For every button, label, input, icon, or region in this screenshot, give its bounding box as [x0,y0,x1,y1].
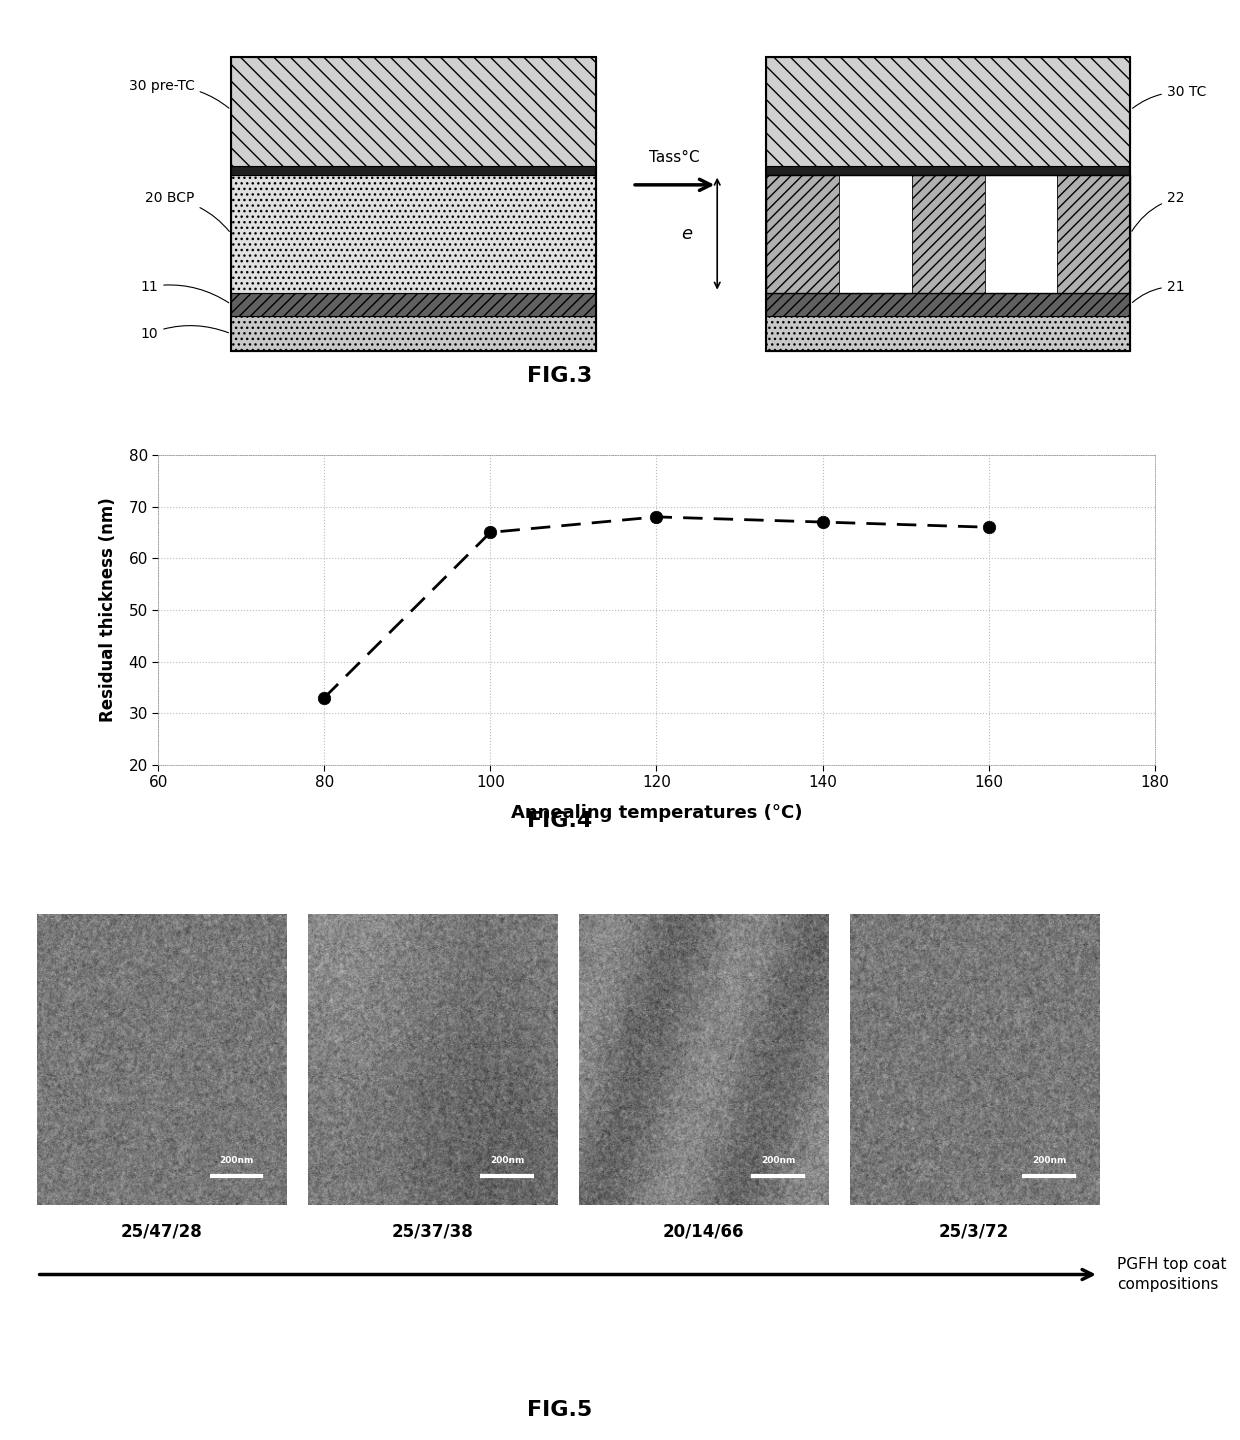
Text: 20/14/66: 20/14/66 [662,1223,744,1240]
Bar [766,292,1131,317]
Bar [766,58,1131,351]
Bar [231,58,595,351]
Bar [766,166,1131,174]
Text: 11: 11 [140,279,229,302]
Bar [231,292,595,317]
Text: Tass°C: Tass°C [650,151,701,166]
Text: FIG.4: FIG.4 [527,811,591,831]
Text: 25/37/38: 25/37/38 [392,1223,474,1240]
Bar [838,174,911,292]
Bar [1058,174,1131,292]
Text: 25/47/28: 25/47/28 [120,1223,202,1240]
Text: 30 TC: 30 TC [1132,85,1207,108]
Bar [231,166,595,174]
Text: 30 pre-TC: 30 pre-TC [129,79,229,108]
Text: FIG.5: FIG.5 [527,1400,591,1420]
Bar [911,174,985,292]
Text: FIG.3: FIG.3 [527,366,591,386]
Bar [231,174,595,292]
Bar [985,174,1058,292]
Text: 10: 10 [140,325,228,341]
Text: 21: 21 [1132,279,1184,302]
Text: e: e [681,225,692,243]
Text: 25/3/72: 25/3/72 [939,1223,1009,1240]
Bar [231,317,595,351]
Text: PGFH top coat
compositions: PGFH top coat compositions [1117,1257,1226,1292]
Bar [766,174,838,292]
Text: 20 BCP: 20 BCP [145,192,229,232]
Bar [766,58,1131,166]
Text: 22: 22 [1132,192,1184,232]
Bar [766,174,1131,292]
Bar [231,58,595,166]
Bar [766,317,1131,351]
